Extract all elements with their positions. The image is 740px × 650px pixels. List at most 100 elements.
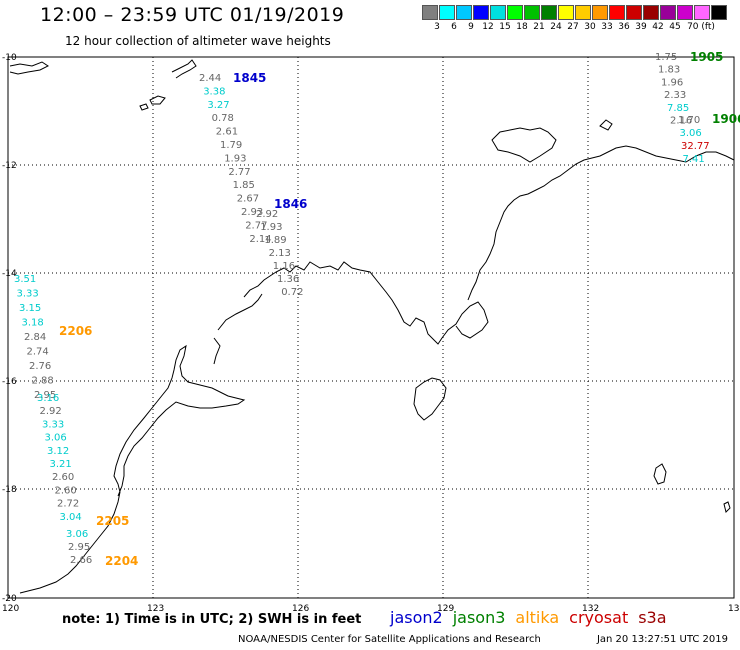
wave-height-value: 3.06 (66, 529, 88, 540)
x-tick-label: 126 (292, 604, 309, 614)
coast-west-fragment-2 (213, 337, 221, 365)
credit-footer: NOAA/NESDIS Center for Satellite Applica… (238, 634, 728, 645)
wave-height-value: 2.67 (237, 194, 259, 205)
pass-time-label: 1845 (233, 71, 266, 85)
wave-height-value: 2.93 (241, 207, 263, 218)
coast-catanduanes (491, 127, 557, 163)
coast-island-b (139, 103, 149, 111)
scale-label: 27 (567, 22, 579, 32)
wave-height-value: 3.06 (45, 433, 67, 444)
wave-height-value: 3.16 (37, 393, 59, 404)
wave-height-value: 1.75 (655, 52, 677, 63)
scale-swatch (473, 5, 489, 20)
wave-height-value: 2.95 (68, 542, 90, 553)
scale-swatch (677, 5, 693, 20)
wave-height-value: 2.61 (216, 127, 238, 138)
scale-swatch (456, 5, 472, 20)
scale-swatch (541, 5, 557, 20)
altimeter-tracks: 2.443.383.270.782.611.791.932.771.852.67… (14, 50, 740, 568)
wave-height-value: 3.06 (680, 128, 702, 139)
wave-height-value: 1.16 (273, 261, 295, 272)
scale-label: 45 (669, 22, 681, 32)
wave-height-value: 3.33 (42, 419, 64, 430)
scale-label: 15 (499, 22, 511, 32)
wave-height-value: 3.33 (17, 289, 39, 300)
scale-swatch (524, 5, 540, 20)
wave-height-value: 2.92 (256, 209, 278, 220)
wave-height-value: 2.84 (24, 332, 46, 343)
wave-height-value: 2.60 (52, 472, 74, 483)
scale-label: 36 (618, 22, 630, 32)
scale-label: 3 (434, 22, 440, 32)
y-tick-label: -14 (2, 269, 17, 279)
wave-height-value: 3.12 (47, 446, 69, 457)
pass-time-label: 2204 (105, 554, 138, 568)
wave-height-value: 1.83 (658, 65, 680, 76)
scale-label: 21 (533, 22, 545, 32)
wave-height-value: 3.51 (14, 274, 36, 285)
legend-item-altika: altika (515, 608, 560, 627)
coast-island-e (653, 463, 667, 485)
wave-height-value: 7.85 (667, 103, 689, 114)
scale-swatch (490, 5, 506, 20)
coast-west-fragment (217, 293, 263, 331)
pass-time-label: 2205 (96, 514, 129, 528)
wave-height-value: 2.44 (199, 73, 221, 84)
pass-time-label: 1906 (712, 112, 740, 126)
scale-label: 6 (451, 22, 457, 32)
wave-height-value: 2.88 (32, 376, 54, 387)
wave-height-value: 2.77 (228, 167, 250, 178)
scale-label: 39 (635, 22, 647, 32)
wave-height-value: 2.92 (40, 406, 62, 417)
coast-island-d (413, 377, 447, 421)
x-tick-label: 120 (2, 604, 19, 614)
map-subtitle: 12 hour collection of altimeter wave hei… (65, 34, 331, 48)
wave-height-value: 2.76 (29, 361, 51, 372)
wave-height-value: 2.60 (55, 485, 77, 496)
wave-height-value: 2.13 (269, 248, 291, 259)
satellite-legend: jason2 jason3 altika cryosat s3a (390, 608, 677, 627)
footnote: note: 1) Time is in UTC; 2) SWH is in fe… (62, 612, 362, 627)
scale-label: 30 (584, 22, 596, 32)
x-tick-label: 123 (147, 604, 164, 614)
legend-item-s3a: s3a (638, 608, 667, 627)
legend-item-jason3: jason3 (452, 608, 506, 627)
coast-palawan (19, 344, 246, 594)
wave-height-value: 2.72 (57, 499, 79, 510)
wave-height-value: 1.89 (264, 235, 286, 246)
scale-label: 70 (ft) (687, 22, 715, 32)
map-title: 12:00 – 23:59 UTC 01/19/2019 (40, 4, 345, 26)
legend-item-cryosat: cryosat (569, 608, 629, 627)
coastline (9, 59, 735, 594)
wave-height-value: 2.77 (245, 220, 267, 231)
wave-height-value: 1.93 (260, 222, 282, 233)
scale-swatch (660, 5, 676, 20)
wave-height-value: 2.66 (70, 555, 92, 566)
x-tick-label: 129 (437, 604, 454, 614)
coast-fragment-1 (9, 61, 49, 75)
y-tick-label: -20 (2, 594, 17, 604)
wave-height-value: 3.15 (19, 303, 41, 314)
pass-time-label: 1905 (690, 50, 723, 64)
scale-label: 18 (516, 22, 528, 32)
scale-swatch (711, 5, 727, 20)
wave-height-value: 1.85 (233, 180, 255, 191)
wave-height-value: 1.79 (220, 140, 242, 151)
plot-frame (7, 56, 735, 599)
wave-height-value: 1.36 (277, 274, 299, 285)
wave-height-value: 3.21 (50, 459, 72, 470)
scale-label: 12 (482, 22, 494, 32)
y-tick-label: -10 (2, 53, 17, 63)
wave-height-value: 1.70 (678, 115, 700, 126)
scale-label: 9 (468, 22, 474, 32)
coast-luzon-east (467, 145, 735, 301)
wave-height-value: 2.95 (34, 390, 56, 401)
scale-swatch (575, 5, 591, 20)
coast-batanes (171, 59, 197, 79)
legend-item-jason2: jason2 (390, 608, 443, 627)
scale-label: 33 (601, 22, 613, 32)
scale-swatch (558, 5, 574, 20)
wave-height-value: 0.72 (281, 287, 303, 298)
scale-swatch (507, 5, 523, 20)
scale-label: 42 (652, 22, 664, 32)
